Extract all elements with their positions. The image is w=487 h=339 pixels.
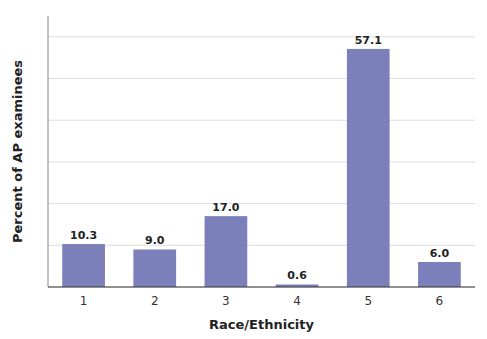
y-axis-line xyxy=(48,16,49,287)
bar xyxy=(62,244,105,287)
bars xyxy=(62,49,461,287)
grid-line xyxy=(48,161,475,162)
grid-line xyxy=(48,245,475,246)
bar xyxy=(133,249,176,287)
x-tick-label: 5 xyxy=(364,294,372,308)
y-axis-title: Percent of AP examinees xyxy=(10,60,25,243)
data-label: 9.0 xyxy=(145,234,165,247)
chart-container: 10.3 9.0 17.0 0.6 57.1 6.0 1 2 3 4 5 6 Race/Ethnicit… xyxy=(0,0,487,339)
grid-line xyxy=(48,36,475,37)
x-tick-label: 3 xyxy=(222,294,230,308)
bar xyxy=(347,49,390,287)
data-label: 6.0 xyxy=(430,247,450,260)
x-tick-label: 6 xyxy=(436,294,444,308)
x-tick-label: 4 xyxy=(293,294,301,308)
data-label: 57.1 xyxy=(355,34,382,47)
x-axis-title: Race/Ethnicity xyxy=(209,317,314,332)
data-label: 0.6 xyxy=(287,269,307,282)
data-label: 10.3 xyxy=(70,229,97,242)
grid-line xyxy=(48,78,475,79)
grid-line xyxy=(48,287,475,288)
grid-line xyxy=(48,203,475,204)
data-label: 17.0 xyxy=(212,201,239,214)
bar xyxy=(418,262,461,287)
bar xyxy=(205,216,248,287)
x-tick-label: 2 xyxy=(151,294,159,308)
x-tick-label: 1 xyxy=(80,294,88,308)
x-axis-line xyxy=(48,287,475,288)
grid-line xyxy=(48,120,475,121)
chart: 10.3 9.0 17.0 0.6 57.1 6.0 1 2 3 4 5 6 Race/Ethnicit… xyxy=(0,0,487,339)
grid xyxy=(48,37,475,287)
